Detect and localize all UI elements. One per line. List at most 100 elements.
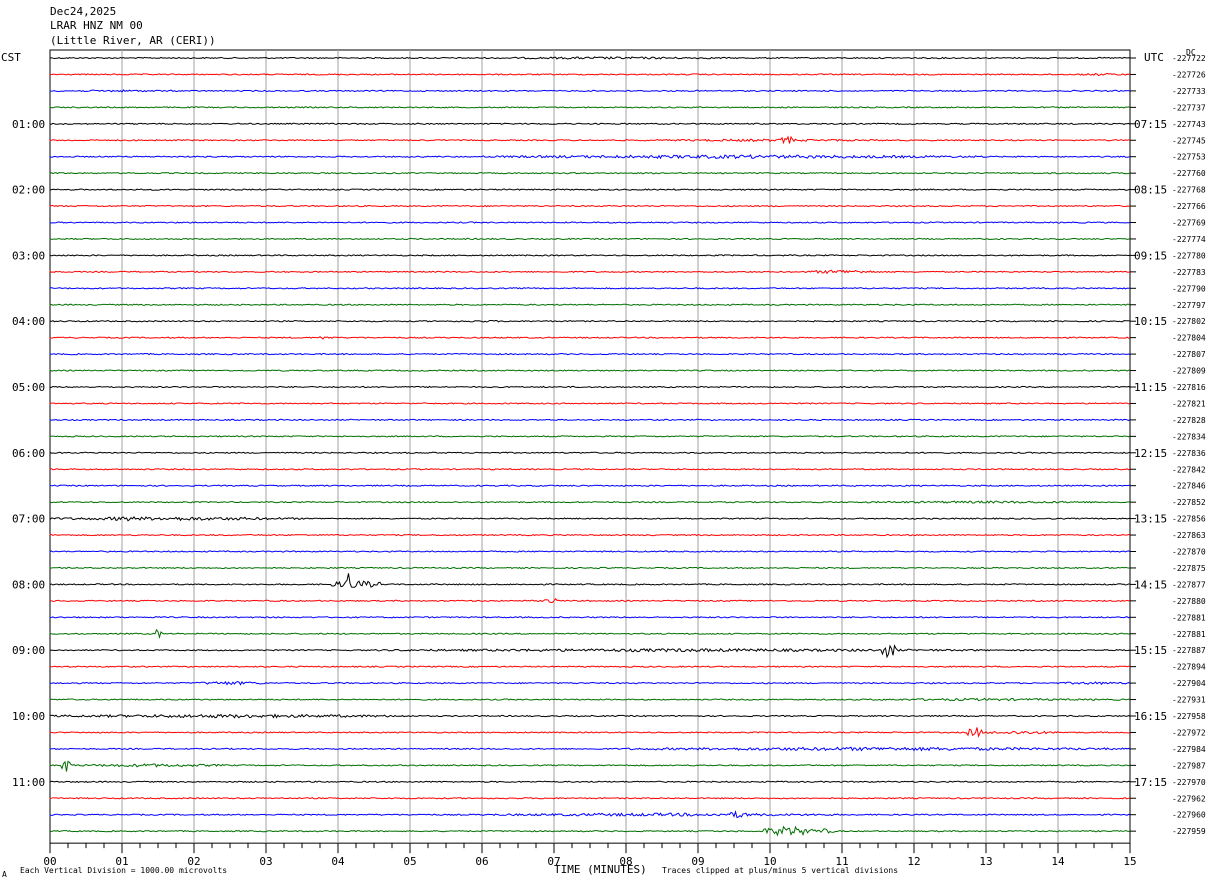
dc-offset-label: -227987 <box>1172 761 1206 770</box>
dc-offset-label: -227834 <box>1172 432 1206 441</box>
cst-hour-label: 10:00 <box>12 710 45 723</box>
utc-hour-label: 11:15 <box>1134 381 1167 394</box>
seismic-trace <box>49 746 1131 752</box>
utc-hour-label: 09:15 <box>1134 249 1167 262</box>
seismic-trace <box>49 72 1131 77</box>
dc-offset-label: -227797 <box>1172 301 1206 310</box>
station-location: (Little River, AR (CERI)) <box>50 34 216 47</box>
seismic-trace <box>49 628 1131 640</box>
dc-offset-label: -227836 <box>1172 449 1206 458</box>
utc-hour-label: 12:15 <box>1134 447 1167 460</box>
dc-offset-label: -227931 <box>1172 696 1206 705</box>
seismic-trace <box>49 644 1131 659</box>
dc-offset-label: -227790 <box>1172 284 1206 293</box>
dc-offset-label: -227875 <box>1172 564 1206 573</box>
cst-hour-label: 03:00 <box>12 249 45 262</box>
seismic-trace <box>49 451 1131 455</box>
seismic-trace <box>49 171 1131 175</box>
dc-offset-label: -227804 <box>1172 334 1206 343</box>
vertical-scale-note: Each Vertical Division = 1000.00 microvo… <box>20 866 228 875</box>
seismic-trace <box>49 402 1131 405</box>
dc-offset-label: -227769 <box>1172 219 1206 228</box>
dc-offset-label: -227760 <box>1172 169 1206 178</box>
dc-offset-label: -227970 <box>1172 778 1206 787</box>
seismic-trace <box>49 665 1131 668</box>
seismic-trace <box>49 303 1131 307</box>
dc-offset-label: -227972 <box>1172 728 1206 737</box>
cst-hour-label: 07:00 <box>12 513 45 526</box>
seismic-trace <box>49 825 1131 837</box>
cst-hour-label: 04:00 <box>12 315 45 328</box>
dc-offset-label: -227904 <box>1172 679 1206 688</box>
x-tick-label: 14 <box>1051 855 1065 868</box>
cst-hour-label: 09:00 <box>12 644 45 657</box>
x-tick-label: 01 <box>115 855 128 868</box>
seismic-trace <box>49 154 1131 160</box>
cst-hour-label: 01:00 <box>12 118 45 131</box>
seismic-trace <box>49 760 1131 772</box>
seismic-trace <box>49 680 1131 686</box>
x-tick-label: 08 <box>619 855 632 868</box>
dc-offset-label: -227958 <box>1172 712 1206 721</box>
seismic-trace <box>49 385 1131 389</box>
station-code: LRAR HNZ NM 00 <box>50 19 143 32</box>
utc-hour-label: 15:15 <box>1134 644 1167 657</box>
dc-offset-label: -227753 <box>1172 153 1206 162</box>
x-tick-label: 13 <box>979 855 992 868</box>
seismic-trace <box>49 484 1131 487</box>
dc-offset-label: -227863 <box>1172 531 1206 540</box>
x-tick-label: 15 <box>1123 855 1136 868</box>
utc-hour-label: 13:15 <box>1134 513 1167 526</box>
seismic-trace <box>49 797 1131 800</box>
dc-offset-label: -227852 <box>1172 498 1206 507</box>
dc-offset-label: -227768 <box>1172 186 1206 195</box>
x-tick-label: 05 <box>403 855 416 868</box>
dc-offset-label: -227722 <box>1172 54 1206 63</box>
seismic-trace <box>49 89 1131 93</box>
cst-hour-label: 05:00 <box>12 381 45 394</box>
plot-frame <box>49 49 1131 844</box>
dc-offset-label: -227880 <box>1172 597 1206 606</box>
seismic-trace <box>49 727 1131 738</box>
cst-hour-label: 02:00 <box>12 184 45 197</box>
utc-hour-label: 16:15 <box>1134 710 1167 723</box>
x-tick-label: 00 <box>43 855 56 868</box>
seismic-trace <box>49 237 1131 241</box>
seismic-trace <box>49 254 1131 257</box>
utc-hour-label: 10:15 <box>1134 315 1167 328</box>
dc-offset-label: -227894 <box>1172 663 1206 672</box>
dc-offset-label: -227959 <box>1172 827 1206 836</box>
seismic-trace <box>49 135 1131 145</box>
seismic-trace <box>49 435 1131 438</box>
dc-offset-label: -227960 <box>1172 811 1206 820</box>
dc-offset-label: -227984 <box>1172 745 1206 754</box>
dc-offset-label: -227807 <box>1172 350 1206 359</box>
dc-offset-label: -227856 <box>1172 515 1206 524</box>
dc-offset-label: -227745 <box>1172 136 1206 145</box>
seismic-trace <box>49 566 1131 570</box>
seismic-trace <box>49 122 1131 125</box>
seismic-trace <box>49 515 1131 522</box>
seismic-trace <box>49 369 1130 372</box>
seismic-trace <box>49 56 1131 60</box>
left-timezone-label: CST <box>1 51 21 64</box>
dc-offset-label: -227809 <box>1172 367 1206 376</box>
right-timezone-label: UTC <box>1144 51 1164 64</box>
dc-offset-label: -227821 <box>1172 399 1206 408</box>
seismic-trace <box>49 468 1131 471</box>
x-tick-label: 03 <box>259 855 272 868</box>
seismic-trace <box>49 188 1131 191</box>
seismic-trace <box>49 533 1131 537</box>
seismic-trace <box>49 106 1131 109</box>
dc-offset-label: -227962 <box>1172 794 1206 803</box>
dc-offset-label: -227846 <box>1172 482 1206 491</box>
seismic-trace <box>49 500 1131 504</box>
x-tick-label: 10 <box>763 855 776 868</box>
seismic-trace <box>49 319 1131 323</box>
dc-offset-label: -227737 <box>1172 103 1206 112</box>
corner-mark: A <box>2 870 7 879</box>
seismic-trace <box>49 287 1131 290</box>
dc-offset-label: -227881 <box>1172 613 1206 622</box>
utc-hour-label: 14:15 <box>1134 578 1167 591</box>
